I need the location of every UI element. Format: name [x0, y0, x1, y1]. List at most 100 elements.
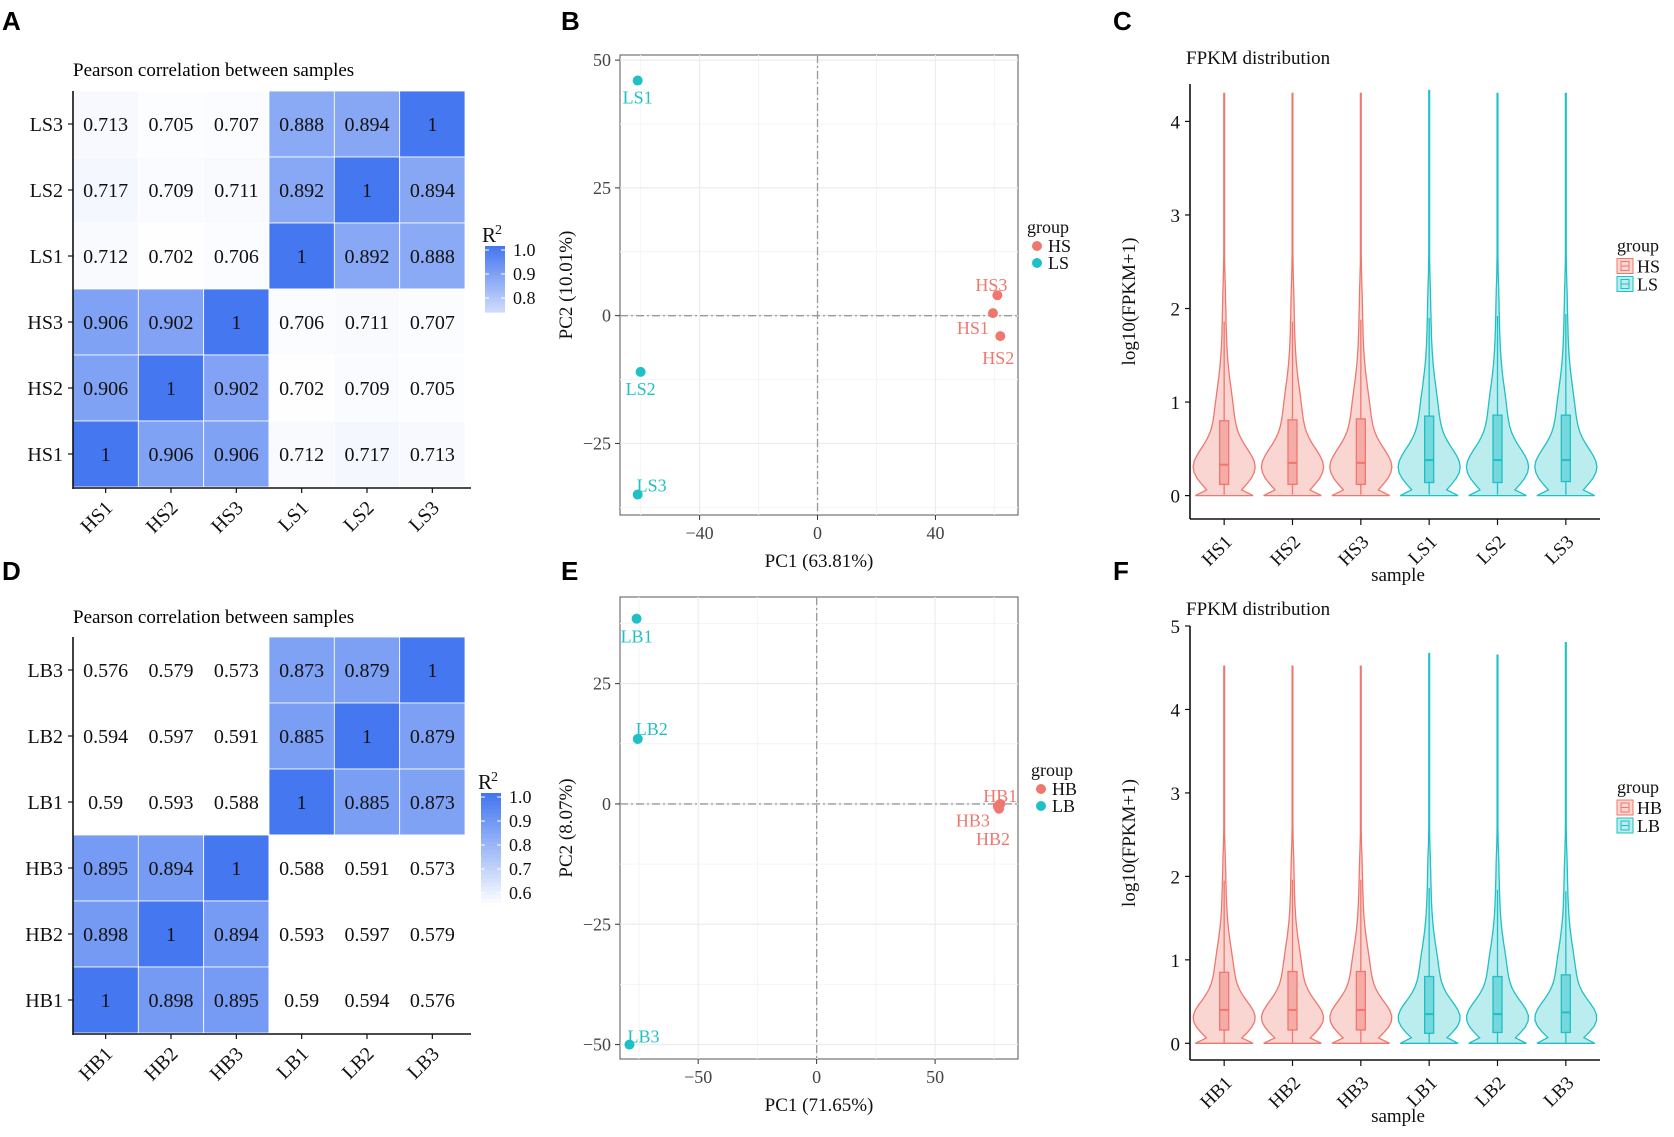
- data-point: [987, 308, 998, 319]
- violin-shape: [1534, 92, 1598, 497]
- x-tick-label: HS2: [142, 497, 183, 538]
- violin-shape: [1260, 665, 1325, 1044]
- heatmap-cell: [72, 702, 139, 770]
- heatmap-cell: [399, 222, 466, 290]
- box-iqr: [1424, 975, 1435, 1034]
- legend-gradient-step: [481, 874, 501, 880]
- heatmap-cell-value: 0.711: [214, 180, 258, 202]
- x-tick-label: HB2: [1265, 1073, 1305, 1113]
- box-iqr: [1219, 971, 1230, 1031]
- heatmap-cell-value: 0.579: [410, 924, 455, 946]
- heatmap-cell-value: 1: [166, 924, 176, 946]
- data-point: [624, 1039, 635, 1050]
- heatmap-cell: [203, 900, 270, 968]
- heatmap-cell-value: 1: [231, 858, 241, 880]
- y-tick-label: −25: [583, 433, 611, 453]
- heatmap-cell: [203, 636, 270, 704]
- legend-label: HS: [1048, 236, 1071, 256]
- x-axis-title: PC1 (63.81%): [765, 551, 874, 572]
- x-tick-label: HB1: [1196, 1073, 1236, 1113]
- x-tick-label: 50: [926, 1067, 944, 1087]
- heatmap-cell: [333, 702, 401, 770]
- x-tick-label: LB3: [1540, 1073, 1579, 1112]
- heatmap-cell: [333, 900, 401, 968]
- heatmap-cell-value: 0.717: [345, 444, 390, 466]
- legend-gradient-step: [485, 281, 505, 285]
- data-point: [632, 489, 643, 500]
- legend-gradient-step: [485, 260, 505, 264]
- legend-gradient-step: [481, 866, 501, 871]
- legend-label: LS: [1637, 275, 1658, 295]
- violin-shape: [1534, 642, 1598, 1044]
- heatmap-cell-value: 0.591: [345, 858, 390, 880]
- violin: [1534, 92, 1598, 497]
- heatmap-cell: [399, 834, 466, 902]
- heatmap-cell-value: 0.894: [149, 858, 194, 880]
- y-tick-label: 0: [602, 306, 611, 326]
- y-tick-label: LS2: [30, 180, 63, 202]
- legend-gradient-step: [481, 894, 501, 900]
- heatmap-cell-value: 0.894: [410, 180, 455, 202]
- heatmap-cell-value: 0.898: [149, 990, 194, 1012]
- y-tick-label: LS3: [30, 114, 63, 136]
- point-label: LB2: [636, 719, 668, 739]
- heatmap-cell: [268, 420, 335, 488]
- x-tick-label: LS1: [1404, 532, 1441, 569]
- point-label: HB3: [956, 810, 990, 830]
- heatmap-cell: [203, 768, 270, 836]
- legend-gradient-step: [485, 297, 505, 301]
- legend-gradient-step: [481, 825, 501, 831]
- legend-label: LS: [1048, 253, 1069, 273]
- heatmap-cell: [268, 354, 335, 422]
- heatmap-cell-value: 1: [166, 378, 176, 400]
- heatmap-cell: [333, 636, 401, 704]
- violin-shape: [1329, 665, 1393, 1044]
- legend-gradient-step: [485, 307, 505, 311]
- legend-gradient-step: [485, 253, 505, 257]
- legend-marker: [1036, 784, 1046, 794]
- legend-gradient-step: [481, 898, 501, 904]
- heatmap-cell-value: 0.894: [214, 924, 259, 946]
- violin-shape: [1192, 92, 1256, 497]
- legend-gradient-step: [481, 878, 501, 884]
- legend-gradient-step: [485, 262, 505, 266]
- legend-title-superscript: 2: [491, 770, 498, 785]
- heatmap-cell: [137, 768, 205, 836]
- legend-tick-label: 0.6: [509, 883, 532, 903]
- y-tick-label: 3: [1171, 784, 1181, 805]
- y-tick-label: 50: [593, 50, 611, 70]
- x-axis-title: PC1 (71.65%): [765, 1095, 874, 1116]
- legend-tick-label: 1.0: [513, 240, 536, 260]
- legend-label: LB: [1052, 796, 1075, 816]
- legend-gradient-step: [485, 267, 505, 271]
- box-iqr: [1219, 420, 1230, 486]
- y-axis-title: PC2 (10.01%): [556, 231, 577, 340]
- heatmap-cell-value: 0.906: [149, 444, 194, 466]
- heatmap-cell: [203, 90, 270, 158]
- heatmap-cell: [72, 354, 139, 422]
- x-tick-label: HB3: [206, 1043, 248, 1085]
- heatmap-cell: [399, 420, 466, 488]
- legend-tick-label: 0.7: [509, 859, 532, 879]
- x-tick-label: HS3: [207, 497, 248, 538]
- legend-gradient-step: [485, 302, 505, 306]
- heatmap-cell-value: 0.892: [345, 246, 390, 268]
- violin: [1260, 92, 1325, 497]
- violin-shape: [1329, 92, 1393, 497]
- heatmap-cell: [72, 966, 139, 1034]
- x-axis-title: sample: [1371, 565, 1425, 586]
- y-tick-label: 2: [1171, 867, 1181, 888]
- heatmap-cell-value: 0.885: [279, 726, 324, 748]
- panel-letter: F: [1113, 556, 1129, 586]
- box-iqr: [1560, 974, 1571, 1034]
- heatmap-cell: [72, 420, 139, 488]
- x-tick-label: 40: [926, 523, 944, 543]
- box-iqr: [1492, 975, 1503, 1034]
- violin: [1465, 92, 1530, 497]
- heatmap-cell: [203, 288, 270, 356]
- legend-gradient-step: [485, 246, 505, 249]
- data-point: [632, 733, 643, 744]
- heatmap-cell-value: 0.898: [83, 924, 128, 946]
- heatmap-cell-value: 0.717: [83, 180, 128, 202]
